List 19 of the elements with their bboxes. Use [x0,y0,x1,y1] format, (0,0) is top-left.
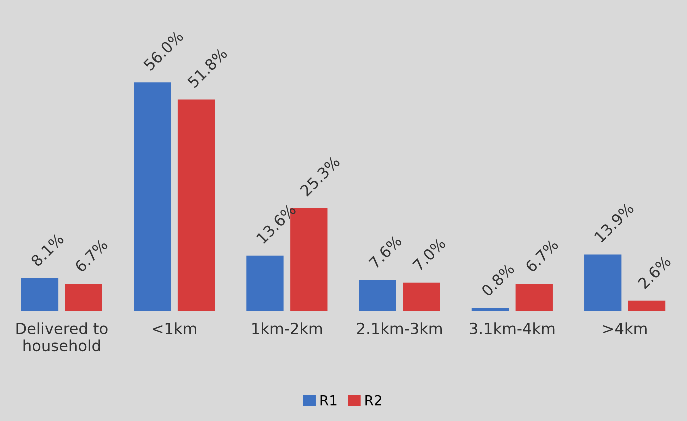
bar [65,284,102,312]
bar [472,308,510,312]
bar [21,278,59,312]
legend-label: R1 [320,395,337,406]
bar [359,280,396,312]
bar [584,254,622,312]
bar [178,100,216,312]
x-tick-label: <1km [153,322,196,334]
bar [628,300,666,312]
x-tick-label: 2.1km-3km [357,322,442,334]
bar [134,82,172,312]
x-tick-label: >4km [604,322,647,334]
x-tick-label: Delivered to household [16,322,108,352]
bar [246,256,284,312]
legend-label: R2 [366,395,382,406]
bar [403,282,440,312]
x-tick-label: 3.1km-4km [470,322,555,334]
x-tick-label: 1km-2km [252,322,322,334]
bar [516,284,553,312]
